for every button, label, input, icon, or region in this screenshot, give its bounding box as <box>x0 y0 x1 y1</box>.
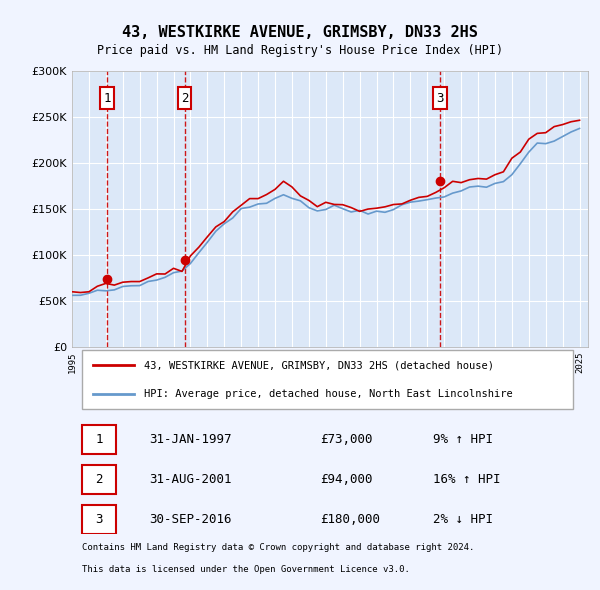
Text: 43, WESTKIRKE AVENUE, GRIMSBY, DN33 2HS (detached house): 43, WESTKIRKE AVENUE, GRIMSBY, DN33 2HS … <box>144 360 494 370</box>
FancyBboxPatch shape <box>100 87 114 109</box>
Text: 2: 2 <box>95 473 103 486</box>
Text: 3: 3 <box>436 92 444 105</box>
Text: HPI: Average price, detached house, North East Lincolnshire: HPI: Average price, detached house, Nort… <box>144 389 513 399</box>
FancyBboxPatch shape <box>82 505 116 534</box>
Text: 3: 3 <box>95 513 103 526</box>
Text: Price paid vs. HM Land Registry's House Price Index (HPI): Price paid vs. HM Land Registry's House … <box>97 44 503 57</box>
Text: 2% ↓ HPI: 2% ↓ HPI <box>433 513 493 526</box>
Text: £73,000: £73,000 <box>320 433 372 446</box>
Text: 1: 1 <box>95 433 103 446</box>
FancyBboxPatch shape <box>82 465 116 494</box>
FancyBboxPatch shape <box>433 87 447 109</box>
Text: 2: 2 <box>181 92 188 105</box>
FancyBboxPatch shape <box>82 350 572 409</box>
Text: 9% ↑ HPI: 9% ↑ HPI <box>433 433 493 446</box>
Text: 16% ↑ HPI: 16% ↑ HPI <box>433 473 500 486</box>
Text: 31-JAN-1997: 31-JAN-1997 <box>149 433 232 446</box>
Text: 1: 1 <box>103 92 111 105</box>
Text: This data is licensed under the Open Government Licence v3.0.: This data is licensed under the Open Gov… <box>82 565 410 574</box>
Text: 31-AUG-2001: 31-AUG-2001 <box>149 473 232 486</box>
Text: 30-SEP-2016: 30-SEP-2016 <box>149 513 232 526</box>
FancyBboxPatch shape <box>82 425 116 454</box>
Text: £180,000: £180,000 <box>320 513 380 526</box>
Text: Contains HM Land Registry data © Crown copyright and database right 2024.: Contains HM Land Registry data © Crown c… <box>82 543 475 552</box>
FancyBboxPatch shape <box>178 87 191 109</box>
Text: £94,000: £94,000 <box>320 473 372 486</box>
Text: 43, WESTKIRKE AVENUE, GRIMSBY, DN33 2HS: 43, WESTKIRKE AVENUE, GRIMSBY, DN33 2HS <box>122 25 478 40</box>
